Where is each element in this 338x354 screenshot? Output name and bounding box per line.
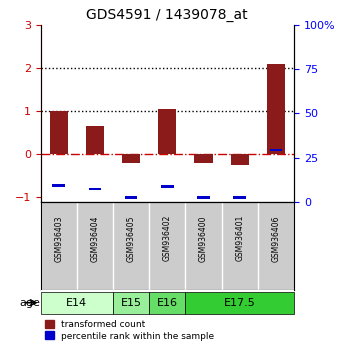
Bar bbox=[194, 154, 213, 163]
Bar bbox=[161, 185, 174, 188]
Text: GSM936402: GSM936402 bbox=[163, 215, 172, 262]
Text: GSM936401: GSM936401 bbox=[235, 215, 244, 262]
Title: GDS4591 / 1439078_at: GDS4591 / 1439078_at bbox=[87, 8, 248, 22]
Text: E15: E15 bbox=[121, 298, 142, 308]
Bar bbox=[122, 154, 140, 163]
Text: GSM936404: GSM936404 bbox=[90, 215, 99, 262]
Bar bbox=[270, 149, 282, 151]
Text: GSM936405: GSM936405 bbox=[127, 215, 136, 262]
Bar bbox=[52, 184, 65, 187]
Text: E16: E16 bbox=[157, 298, 178, 308]
Bar bbox=[158, 109, 176, 154]
Bar bbox=[50, 111, 68, 154]
Text: GSM936400: GSM936400 bbox=[199, 215, 208, 262]
Text: age: age bbox=[20, 298, 41, 308]
Text: GSM936406: GSM936406 bbox=[271, 215, 281, 262]
Bar bbox=[125, 196, 138, 199]
FancyBboxPatch shape bbox=[41, 291, 113, 314]
FancyBboxPatch shape bbox=[186, 291, 294, 314]
Legend: transformed count, percentile rank within the sample: transformed count, percentile rank withi… bbox=[45, 320, 214, 341]
Text: GSM936403: GSM936403 bbox=[54, 215, 63, 262]
Text: E14: E14 bbox=[66, 298, 87, 308]
FancyBboxPatch shape bbox=[149, 291, 186, 314]
Bar bbox=[197, 196, 210, 199]
Bar bbox=[89, 188, 101, 190]
Bar bbox=[86, 126, 104, 154]
Bar bbox=[267, 64, 285, 154]
FancyBboxPatch shape bbox=[113, 291, 149, 314]
Bar bbox=[234, 196, 246, 199]
Bar bbox=[231, 154, 249, 165]
Text: E17.5: E17.5 bbox=[224, 298, 256, 308]
